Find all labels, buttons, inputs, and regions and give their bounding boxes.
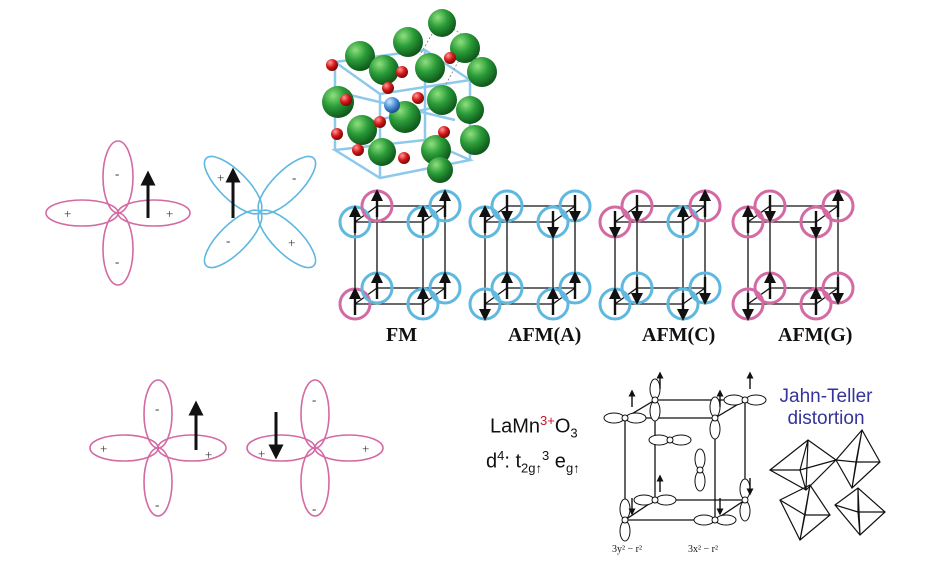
magnetic-cube-4 bbox=[731, 189, 855, 321]
orbital-lobe-pair bbox=[693, 514, 737, 526]
sign-minus: - bbox=[115, 166, 119, 181]
sign-plus: + bbox=[100, 441, 107, 456]
orbital-lobe-pair bbox=[723, 394, 767, 406]
magnetic-cube-1 bbox=[338, 189, 462, 321]
jahn-teller-label: Jahn-Teller distortion bbox=[756, 386, 896, 430]
sign-minus: - bbox=[155, 497, 159, 512]
sign-plus: + bbox=[288, 235, 295, 250]
orbital-lobe-pair bbox=[648, 434, 692, 446]
sign-minus: - bbox=[312, 501, 316, 516]
label-afm-g: AFM(G) bbox=[778, 324, 853, 346]
orbital-pink-bottom-right bbox=[246, 379, 384, 517]
sign-minus: - bbox=[226, 233, 230, 248]
magnetic-cube-2 bbox=[468, 189, 592, 321]
orbital-lobe-pair bbox=[709, 396, 721, 440]
sign-plus: + bbox=[258, 446, 265, 461]
orbital-blue-top bbox=[203, 155, 317, 269]
formula-d4-config: d4: t2g↑3 eg↑ bbox=[486, 448, 580, 476]
label-afm-a: AFM(A) bbox=[508, 324, 582, 346]
orbital-lobe-pair bbox=[694, 448, 706, 492]
orbital-pink-top bbox=[45, 140, 191, 286]
sign-plus: + bbox=[217, 170, 224, 185]
magnetic-cube-3 bbox=[598, 189, 722, 321]
orbital-sign-labels: - + + - + - - + - + + - - + + - bbox=[64, 166, 369, 516]
orbital-lobe-pair bbox=[603, 412, 647, 424]
sign-minus: - bbox=[312, 392, 316, 407]
jahn-teller-line1: Jahn-Teller bbox=[779, 386, 873, 407]
sign-minus: - bbox=[292, 170, 296, 185]
orbital-ordering-cube: 3y² − r² 3x² − r² bbox=[603, 371, 767, 555]
sign-plus: + bbox=[362, 441, 369, 456]
orbital-pink-bottom-left bbox=[89, 379, 227, 517]
sign-plus: + bbox=[205, 447, 212, 462]
magnetic-order-cubes bbox=[338, 189, 855, 321]
orbital-lobe-pair bbox=[633, 494, 677, 506]
formula-lamno3: LaMn3+O3 bbox=[490, 413, 578, 441]
label-afm-c: AFM(C) bbox=[642, 324, 716, 346]
orbital-label-right: 3x² − r² bbox=[688, 544, 718, 555]
jahn-teller-line2: distortion bbox=[787, 408, 865, 429]
orbital-lobe-pair bbox=[649, 378, 661, 422]
sign-plus: + bbox=[64, 206, 71, 221]
orbital-lobe-pair bbox=[739, 478, 751, 522]
orbital-lobe-pair bbox=[619, 498, 631, 542]
jahn-teller-octahedra bbox=[768, 428, 886, 541]
orbital-label-left: 3y² − r² bbox=[612, 544, 642, 555]
perovskite-crystal-structure bbox=[322, 9, 497, 183]
sign-minus: - bbox=[115, 254, 119, 269]
sign-minus: - bbox=[155, 401, 159, 416]
sign-plus: + bbox=[166, 206, 173, 221]
label-fm: FM bbox=[386, 324, 418, 346]
